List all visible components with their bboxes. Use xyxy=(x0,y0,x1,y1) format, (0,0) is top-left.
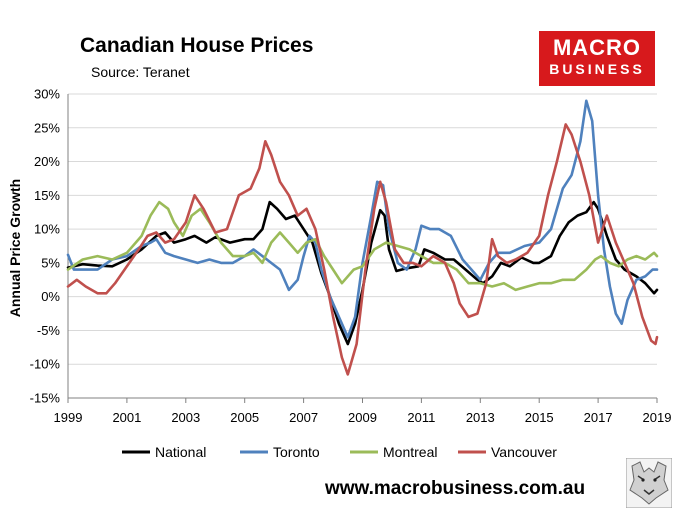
x-tick-label: 2001 xyxy=(112,410,141,425)
x-tick-label: 2007 xyxy=(289,410,318,425)
x-tick-label: 2003 xyxy=(171,410,200,425)
x-tick-label: 2009 xyxy=(348,410,377,425)
y-tick-label: -5% xyxy=(37,323,61,338)
x-tick-label: 1999 xyxy=(54,410,83,425)
series-line-toronto xyxy=(66,99,659,339)
chart-title: Canadian House Prices xyxy=(80,34,314,57)
x-tick-label: 2017 xyxy=(584,410,613,425)
x-tick-label: 2005 xyxy=(230,410,259,425)
macrobusiness-logo: MACRO BUSINESS xyxy=(539,31,655,86)
legend-label-toronto: Toronto xyxy=(273,444,320,460)
chart-subtitle: Source: Teranet xyxy=(91,64,190,80)
series-line-national xyxy=(66,200,659,346)
x-tick-label: 2013 xyxy=(466,410,495,425)
series-line-montreal xyxy=(66,200,659,292)
y-tick-label: 0% xyxy=(41,289,60,304)
y-tick-label: -15% xyxy=(30,391,61,406)
series-line-vancouver xyxy=(66,123,659,376)
logo-line-2: BUSINESS xyxy=(549,61,645,77)
legend: National Toronto Montreal Vancouver xyxy=(122,444,557,460)
logo-line-1: MACRO xyxy=(552,35,642,60)
x-tick-labels: 1999 2001 2003 2005 2007 2009 2011 2013 2015 2017… xyxy=(54,410,672,425)
series-lines xyxy=(66,99,659,376)
gridlines xyxy=(68,93,657,399)
y-tick-label: 30% xyxy=(34,87,60,102)
x-tick-label: 2015 xyxy=(525,410,554,425)
y-tick-label: 15% xyxy=(34,188,60,203)
y-tick-label: 20% xyxy=(34,154,60,169)
y-tick-label: 5% xyxy=(41,255,60,270)
x-tick-label: 2011 xyxy=(407,410,435,425)
y-tick-labels: -15% -10% -5% 0% 5% 10% 15% 20% 25% 30% xyxy=(30,87,61,406)
axes xyxy=(67,94,658,403)
wolf-mascot-icon xyxy=(626,458,672,508)
footer-url: www.macrobusiness.com.au xyxy=(325,478,586,499)
y-tick-label: -10% xyxy=(30,357,61,372)
y-tick-label: 25% xyxy=(34,120,60,135)
x-tick-label: 2019 xyxy=(643,410,672,425)
y-tick-label: 10% xyxy=(34,222,60,237)
legend-label-national: National xyxy=(155,444,206,460)
legend-label-vancouver: Vancouver xyxy=(491,444,557,460)
legend-label-montreal: Montreal xyxy=(383,444,437,460)
y-axis-label: Annual Price Growth xyxy=(7,179,23,317)
